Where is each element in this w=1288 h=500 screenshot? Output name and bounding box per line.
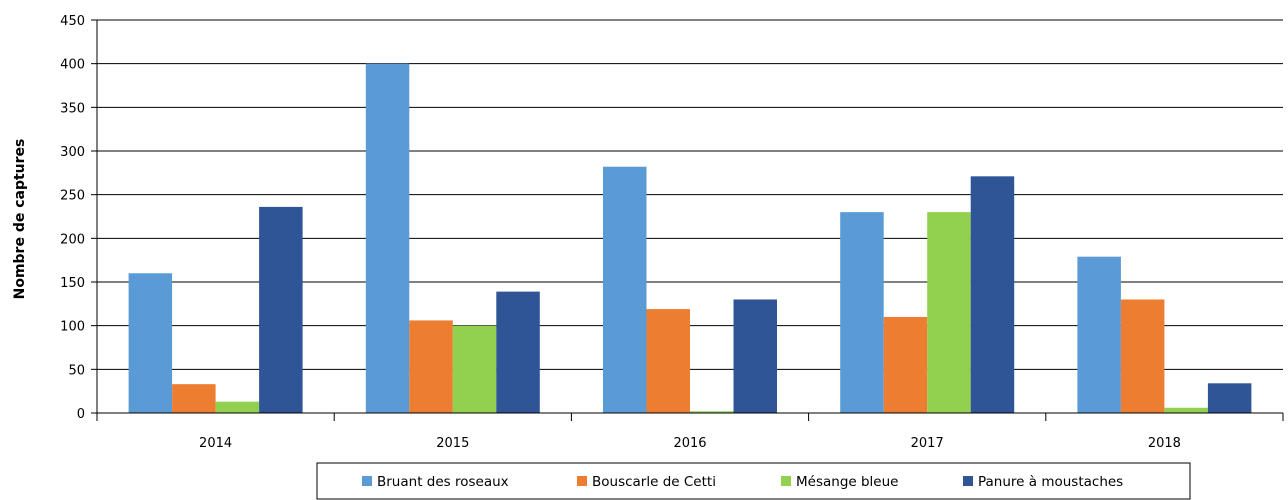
x-tick-label: 2016 (673, 436, 706, 451)
x-tick-labels: 2014 2015 2016 2017 2018 (199, 436, 1181, 451)
y-tick-label: 50 (68, 363, 85, 378)
y-tick-label: 0 (77, 407, 85, 422)
legend-swatch (362, 476, 372, 486)
bar-panure-moustaches-2017 (971, 176, 1015, 413)
x-tick-label: 2015 (436, 436, 469, 451)
x-tick-label: 2017 (911, 436, 944, 451)
y-tick-label: 450 (60, 14, 85, 29)
bar-bouscarle-de-cetti-2016 (647, 309, 691, 413)
bar-m-sange-bleue-2017 (927, 212, 971, 413)
y-axis-label: Nombre de captures (12, 139, 28, 300)
bar-m-sange-bleue-2015 (453, 326, 497, 413)
y-tick-label: 350 (60, 101, 85, 116)
legend-item: Bouscarle de Cetti (577, 474, 716, 490)
x-tick-label: 2014 (199, 436, 232, 451)
y-tick-label: 150 (60, 276, 85, 291)
legend-label: Bouscarle de Cetti (592, 474, 716, 490)
bar-bruant-des-roseaux-2016 (603, 167, 647, 413)
legend-swatch (577, 476, 587, 486)
bar-m-sange-bleue-2014 (216, 402, 260, 413)
legend-item: Bruant des roseaux (362, 474, 509, 490)
legend-label: Mésange bleue (796, 474, 898, 490)
bar-bruant-des-roseaux-2017 (840, 212, 884, 413)
legend-swatch (781, 476, 791, 486)
y-tick-labels: 0 50 100 150 200 250 300 350 400 450 (60, 14, 85, 422)
legend-item: Mésange bleue (781, 474, 898, 490)
bar-panure-moustaches-2015 (496, 292, 540, 413)
y-tick-label: 250 (60, 189, 85, 204)
bar-bouscarle-de-cetti-2018 (1121, 299, 1165, 413)
bar-panure-moustaches-2016 (734, 299, 778, 413)
legend-item: Panure à moustaches (963, 474, 1123, 490)
bar-bruant-des-roseaux-2014 (129, 273, 173, 413)
bar-bouscarle-de-cetti-2017 (884, 317, 928, 413)
x-tick-label: 2018 (1148, 436, 1181, 451)
legend-swatch (963, 476, 973, 486)
y-tick-label: 200 (60, 232, 85, 247)
bar-panure-moustaches-2018 (1208, 383, 1252, 413)
y-tick-label: 400 (60, 58, 85, 73)
y-tick-label: 300 (60, 145, 85, 160)
bar-bouscarle-de-cetti-2014 (172, 384, 216, 413)
bar-bruant-des-roseaux-2015 (366, 64, 410, 413)
bar-panure-moustaches-2014 (259, 207, 303, 413)
legend-label: Bruant des roseaux (377, 474, 509, 490)
y-tick-label: 100 (60, 320, 85, 335)
bar-bouscarle-de-cetti-2015 (409, 320, 453, 413)
legend-label: Panure à moustaches (978, 474, 1123, 490)
legend: Bruant des roseaux Bouscarle de Cetti Mésa… (317, 463, 1190, 499)
bar-bruant-des-roseaux-2018 (1077, 257, 1121, 413)
bar-m-sange-bleue-2018 (1164, 408, 1208, 413)
